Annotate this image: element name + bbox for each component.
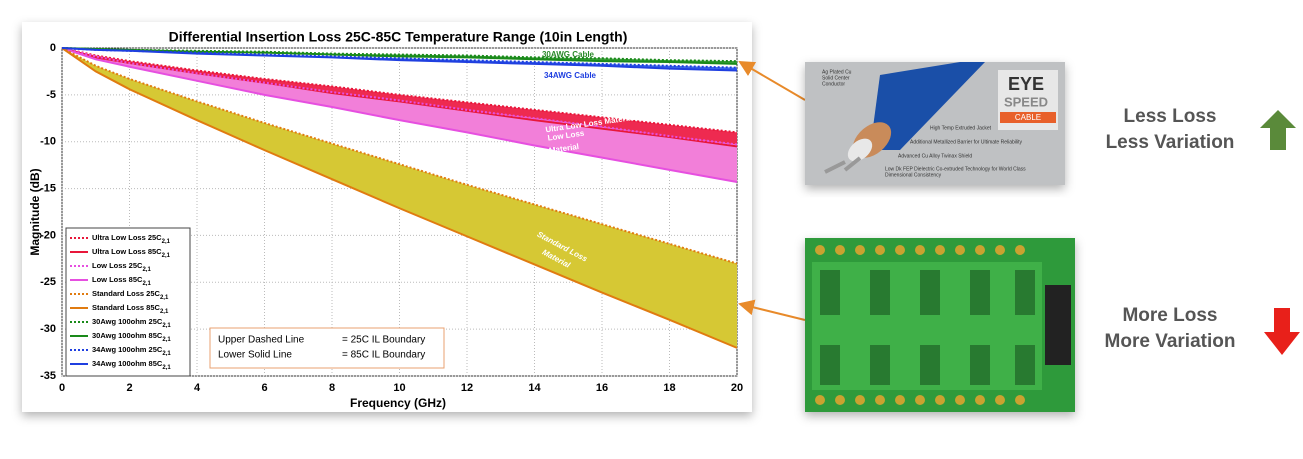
callout: Additional Metallized Barrier for Ultima…	[910, 139, 1022, 145]
logo-text: SPEED	[1004, 94, 1048, 109]
x-tick-label: 0	[59, 382, 65, 394]
x-tick-label: 18	[663, 382, 675, 394]
series-line	[61, 47, 738, 146]
note-text: Lower Solid Line	[218, 350, 292, 361]
x-tick-label: 10	[393, 382, 405, 394]
annotation: 34AWG Cable	[544, 71, 597, 80]
callout: Advanced Cu Alloy Twinax Shield	[898, 153, 972, 159]
legend-subscript: 2,1	[162, 323, 171, 329]
x-tick-label: 20	[731, 382, 743, 394]
legend-name: Low Loss 85C	[92, 275, 143, 284]
legend-name: Standard Loss 85C	[92, 303, 161, 312]
legend-label: Ultra Low Loss 85C2,1	[92, 247, 171, 259]
side-label: More Variation	[1105, 331, 1236, 352]
legend-name: 30Awg 100ohm 85C	[92, 331, 163, 340]
chart-title: Differential Insertion Loss 25C-85C Temp…	[169, 29, 628, 45]
callout: High Temp Extruded Jacket	[930, 125, 992, 131]
side-label: More Loss	[1122, 305, 1217, 326]
note-text: = 25C IL Boundary	[342, 335, 425, 346]
legend-subscript: 2,1	[142, 281, 151, 287]
x-tick-label: 8	[329, 382, 335, 394]
legend-name: 34Awg 100ohm 85C	[92, 359, 163, 368]
legend-label: Low Loss 85C2,1	[92, 275, 151, 287]
legend-label: 34Awg 100ohm 85C2,1	[92, 359, 171, 371]
legend-label: 34Awg 100ohm 25C2,1	[92, 345, 171, 357]
up-arrow	[1260, 110, 1296, 150]
x-tick-label: 6	[261, 382, 267, 394]
y-tick-label: -30	[40, 323, 56, 335]
callout: Conductor	[822, 81, 845, 87]
down-arrow	[1264, 308, 1300, 355]
legend-name: Standard Loss 25C	[92, 289, 161, 298]
band	[62, 48, 737, 183]
y-tick-label: -20	[40, 229, 56, 241]
series-line	[61, 47, 738, 148]
note-text: Upper Dashed Line	[218, 335, 305, 346]
series-line	[61, 47, 738, 183]
legend-label: 30Awg 100ohm 25C2,1	[92, 317, 171, 329]
legend-label: Ultra Low Loss 25C2,1	[92, 233, 171, 245]
y-tick-label: -25	[40, 276, 56, 288]
cable-jacket	[870, 62, 985, 150]
conductor	[843, 156, 862, 172]
legend-name: 30Awg 100ohm 25C	[92, 317, 163, 326]
legend-subscript: 2,1	[160, 309, 169, 315]
legend-subscript: 2,1	[162, 365, 171, 371]
legend-subscript: 2,1	[162, 337, 171, 343]
x-tick-label: 16	[596, 382, 608, 394]
x-axis-label: Frequency (GHz)	[350, 396, 446, 410]
callout: Solid Center	[822, 75, 850, 81]
legend-name: Low Loss 25C	[92, 261, 143, 270]
y-tick-label: -35	[40, 370, 56, 382]
band	[62, 48, 737, 147]
legend-name: Ultra Low Loss 85C	[92, 247, 162, 256]
legend-subscript: 2,1	[162, 351, 171, 357]
series-line	[61, 47, 738, 349]
side-label: Less Variation	[1106, 132, 1235, 153]
legend-name: Ultra Low Loss 25C	[92, 233, 162, 242]
logo-text: EYE	[1008, 74, 1044, 94]
note-box	[209, 327, 445, 369]
note-text: = 85C IL Boundary	[342, 350, 425, 361]
logo-text: CABLE	[1015, 113, 1041, 122]
x-tick-label: 14	[528, 382, 541, 394]
callout: Ag Plated Cu	[822, 69, 852, 75]
annotation: 30AWG Cable	[542, 50, 595, 59]
y-tick-label: -5	[46, 89, 56, 101]
legend-subscript: 2,1	[160, 295, 169, 301]
legend-subscript: 2,1	[142, 267, 151, 273]
annotation: Material	[548, 142, 579, 155]
y-tick-label: -10	[40, 136, 56, 148]
legend-label: Standard Loss 25C2,1	[92, 289, 169, 301]
callout: Low Dk FEP Dielectric Co-extruded Techno…	[885, 166, 1026, 172]
board-image	[805, 238, 1075, 412]
legend-subscript: 2,1	[162, 253, 171, 259]
band	[62, 48, 737, 348]
y-tick-label: 0	[50, 42, 56, 54]
connector	[738, 60, 806, 101]
cable-dielectric	[847, 138, 873, 162]
legend-subscript: 2,1	[162, 239, 171, 245]
logo-band	[1000, 112, 1056, 123]
legend-name: 34Awg 100ohm 25C	[92, 345, 163, 354]
cable-image: EYE SPEED CABLE Ag Plated Cu Solid Cente…	[805, 62, 1065, 185]
side-label: Less Loss	[1124, 106, 1217, 127]
legend-label: Low Loss 25C2,1	[92, 261, 151, 273]
y-axis-label: Magnitude (dB)	[28, 168, 42, 255]
callout: Dimensional Consistency	[885, 172, 942, 178]
connector	[738, 299, 806, 321]
legend-label: Standard Loss 85C2,1	[92, 303, 169, 315]
legend-label: 30Awg 100ohm 85C2,1	[92, 331, 171, 343]
series-line	[61, 47, 738, 265]
series-line	[61, 47, 738, 72]
x-tick-label: 4	[194, 382, 201, 394]
conductor	[824, 160, 846, 174]
y-tick-label: -15	[40, 182, 56, 194]
connector-block	[1045, 285, 1071, 365]
x-tick-label: 12	[461, 382, 473, 394]
chart: 0 2 4 6 8 10 12 14 16 18 20 0 -5 -10 -15 -20 -25 -30 -35 Ul…	[28, 29, 743, 410]
x-tick-label: 2	[126, 382, 132, 394]
